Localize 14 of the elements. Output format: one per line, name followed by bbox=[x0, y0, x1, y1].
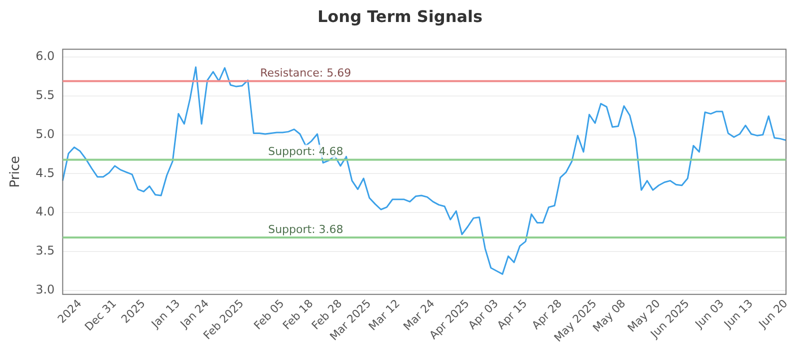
y-tick-label: 5.5 bbox=[36, 88, 55, 102]
y-tick-label: 6.0 bbox=[36, 49, 55, 64]
ref-line-label: Support: 4.68 bbox=[268, 145, 344, 158]
chart-title: Long Term Signals bbox=[316, 6, 484, 28]
y-tick-label: 3.0 bbox=[36, 282, 55, 297]
y-tick-label: 5.0 bbox=[36, 126, 55, 141]
y-tick-label: 3.5 bbox=[36, 244, 55, 258]
ref-line-label: Resistance: 5.69 bbox=[260, 66, 352, 80]
x-tick-label: Dec 31 bbox=[82, 296, 119, 334]
ref-line-label: Support: 3.68 bbox=[268, 222, 344, 236]
y-tick-label: 4.5 bbox=[36, 166, 55, 180]
y-tick-label: 4.0 bbox=[36, 204, 55, 219]
x-tick-label: Jun 20 bbox=[756, 296, 790, 332]
y-axis-title: Price bbox=[8, 156, 24, 188]
